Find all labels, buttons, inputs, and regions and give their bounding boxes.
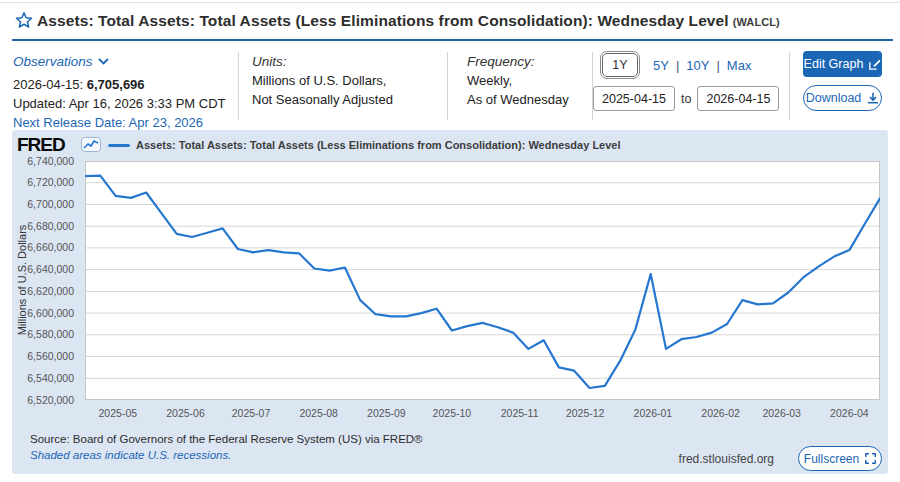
x-axis-tick: 2025-05: [99, 407, 138, 419]
date-range-row: to: [593, 86, 779, 111]
fred-logo[interactable]: FRED: [17, 134, 65, 156]
recession-note-link[interactable]: Shaded areas indicate U.S. recessions.: [30, 449, 231, 461]
x-axis-tick: 2025-10: [433, 407, 472, 419]
updated-timestamp: Updated: Apr 16, 2026 3:33 PM CDT: [13, 94, 225, 113]
title-underline: [12, 39, 893, 41]
divider: [447, 52, 448, 120]
units-panel: Units: Millions of U.S. Dollars, Not Sea…: [252, 52, 393, 109]
x-axis-tick: 2025-06: [166, 407, 205, 419]
favorite-star-icon[interactable]: [14, 10, 34, 30]
observations-panel: Observations 2026-04-15: 6,705,696 Updat…: [13, 52, 225, 132]
chevron-down-icon: [98, 58, 109, 65]
edit-graph-label: Edit Graph: [804, 57, 864, 71]
source-attribution: Source: Board of Governors of the Federa…: [30, 433, 423, 445]
frequency-value-1: Weekly,: [467, 71, 569, 90]
observations-label: Observations: [13, 52, 93, 71]
edit-graph-button[interactable]: Edit Graph: [803, 51, 882, 77]
download-icon: [867, 92, 879, 104]
units-value-2: Not Seasonally Adjusted: [252, 90, 393, 109]
frequency-panel: Frequency: Weekly, As of Wednesday: [467, 52, 569, 109]
chart-plot-area[interactable]: [85, 161, 880, 400]
download-label: Download: [806, 91, 862, 105]
x-axis-tick: 2026-01: [634, 407, 673, 419]
frequency-value-2: As of Wednesday: [467, 90, 569, 109]
latest-observation: 2026-04-15: 6,705,696: [13, 75, 225, 94]
start-date-input[interactable]: [593, 86, 675, 111]
y-axis-tick: 6,600,000: [27, 307, 74, 320]
divider: [789, 52, 790, 120]
x-axis-tick: 2025-08: [299, 407, 338, 419]
range-button-group: 1Y5Y|10Y|Max: [602, 52, 758, 78]
x-axis-tick: 2025-07: [232, 407, 271, 419]
observation-value: 6,705,696: [87, 77, 145, 92]
y-axis-tick: 6,520,000: [27, 394, 74, 407]
y-axis-tick: 6,660,000: [27, 241, 74, 254]
range-button-1y[interactable]: 1Y: [602, 53, 638, 77]
y-axis-tick: 6,640,000: [27, 263, 74, 276]
range-button-5y[interactable]: 5Y: [646, 58, 676, 73]
x-axis-tick: 2025-12: [566, 407, 605, 419]
units-value-1: Millions of U.S. Dollars,: [252, 71, 393, 90]
observation-date: 2026-04-15:: [13, 77, 83, 92]
top-divider: [0, 2, 900, 3]
end-date-input[interactable]: [697, 86, 779, 111]
y-axis-tick: 6,700,000: [27, 198, 74, 211]
observations-toggle[interactable]: Observations: [13, 52, 225, 71]
to-label: to: [681, 92, 691, 106]
x-axis-labels: 2025-05 2025-06 2025-07 2025-08 2025-09 2025-…: [85, 407, 880, 423]
series-ticker: (WALCL): [733, 16, 780, 28]
x-axis-tick: 2025-11: [501, 407, 539, 419]
y-axis-tick: 6,580,000: [27, 328, 74, 341]
series-title: Assets: Total Assets: Total Assets (Less…: [37, 12, 729, 29]
y-axis-tick: 6,720,000: [27, 176, 74, 189]
graph-panel: FRED Assets: Total Assets: Total Assets …: [12, 130, 888, 474]
legend-label: Assets: Total Assets: Total Assets (Less…: [136, 139, 621, 151]
frequency-label: Frequency:: [467, 52, 569, 71]
y-axis-tick: 6,680,000: [27, 220, 74, 233]
x-axis-tick: 2026-02: [701, 407, 740, 419]
site-url: fred.stlouisfed.org: [679, 452, 774, 466]
fullscreen-label: Fullscreen: [804, 452, 859, 466]
legend-line-swatch: [108, 144, 130, 147]
download-button[interactable]: Download: [803, 85, 882, 111]
range-button-max[interactable]: Max: [720, 58, 759, 73]
y-axis-tick: 6,560,000: [27, 350, 74, 363]
y-axis-tick: 6,540,000: [27, 372, 74, 385]
sparkline-icon: [81, 137, 101, 152]
fullscreen-button[interactable]: Fullscreen: [798, 446, 882, 471]
page-title: Assets: Total Assets: Total Assets (Less…: [37, 12, 780, 30]
x-axis-tick: 2026-04: [830, 407, 869, 419]
edit-pencil-icon: [869, 58, 881, 70]
fullscreen-icon: [865, 453, 876, 464]
y-axis-tick: 6,740,000: [27, 155, 74, 168]
x-axis-tick: 2026-03: [762, 407, 801, 419]
range-button-10y[interactable]: 10Y: [679, 58, 716, 73]
divider: [238, 52, 239, 120]
y-axis-tick: 6,620,000: [27, 285, 74, 298]
y-axis-labels: 6,740,0006,720,0006,700,0006,680,0006,66…: [12, 161, 78, 400]
units-label: Units:: [252, 52, 393, 71]
x-axis-tick: 2025-09: [367, 407, 406, 419]
data-line-chart: [85, 161, 880, 400]
